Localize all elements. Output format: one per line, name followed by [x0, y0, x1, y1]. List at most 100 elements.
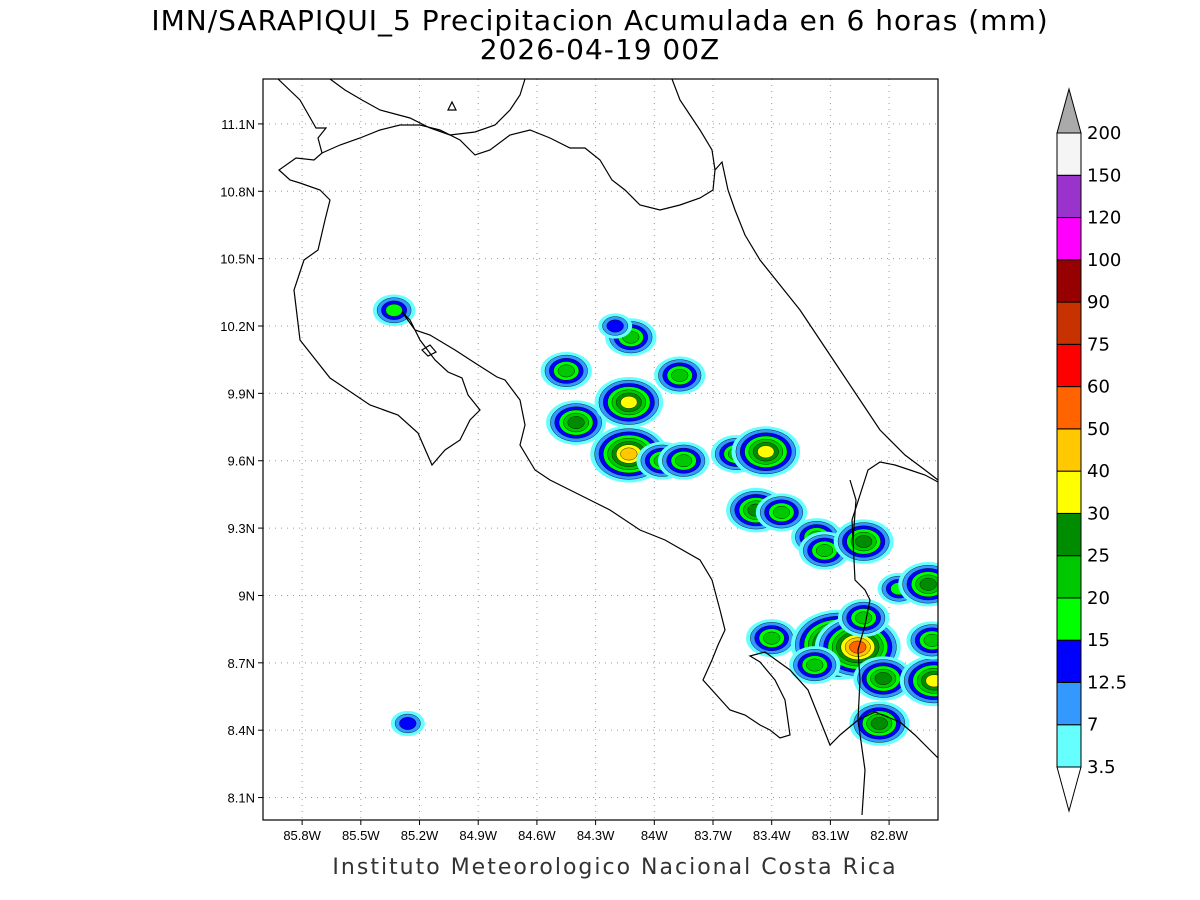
lon-tick-label: 85.5W — [342, 828, 380, 843]
lat-tick-label: 8.4N — [228, 723, 255, 738]
colorbar-swatch — [1056, 681, 1082, 726]
lon-tick-label: 84.6W — [518, 828, 556, 843]
colorbar-label: 150 — [1087, 165, 1121, 186]
precip-cell — [898, 562, 938, 607]
longitude-axis: 85.8W 85.5W 85.2W 84.9W 84.6W 84.3W 84W 83.7W 83… — [283, 820, 909, 843]
map-frame — [262, 78, 939, 821]
precip-contour — [772, 505, 791, 519]
precip-contour — [385, 303, 403, 317]
precip-contour — [919, 577, 937, 591]
colorbar-swatch — [1056, 343, 1082, 388]
colorbar-swatch — [1056, 386, 1082, 430]
precip-cell — [906, 621, 938, 660]
colorbar-swatch — [1056, 597, 1082, 641]
lat-tick-label: 10.2N — [220, 319, 255, 334]
precip-cell — [372, 294, 416, 327]
lat-tick-label: 9N — [238, 588, 255, 603]
precip-contour — [870, 717, 888, 730]
lat-tick-label: 9.3N — [228, 521, 255, 536]
colorbar-over-arrow — [1056, 87, 1082, 134]
colorbar-swatch — [1056, 639, 1082, 683]
colorbar-swatch — [1056, 724, 1082, 768]
colorbar-swatch — [1056, 470, 1082, 514]
precip-contour — [874, 672, 892, 685]
precip-cell — [899, 655, 938, 707]
precip-contour — [606, 319, 624, 333]
precip-cell — [598, 313, 633, 339]
lon-tick-label: 83.1W — [812, 828, 850, 843]
precip-contour — [855, 611, 873, 625]
precip-cell — [838, 598, 890, 637]
colorbar-label: 200 — [1087, 123, 1121, 144]
lat-tick-label: 10.8N — [220, 184, 255, 199]
colorbar-label: 40 — [1087, 461, 1110, 482]
precip-cell — [833, 519, 894, 564]
map-valid-time: 2026-04-19 00Z — [479, 33, 721, 66]
lon-tick-label: 85.2W — [401, 828, 439, 843]
precip-cell — [731, 426, 801, 478]
colorbar-label: 90 — [1087, 292, 1110, 313]
colorbar-swatch — [1056, 259, 1082, 303]
precip-cell — [853, 656, 914, 701]
lon-tick-label: 82.8W — [870, 828, 908, 843]
colorbar-label: 12.5 — [1087, 672, 1127, 693]
colorbar-swatch — [1056, 132, 1082, 176]
precip-cell — [746, 619, 798, 658]
precip-contour — [763, 631, 781, 645]
precip-contour — [806, 658, 824, 672]
lon-tick-label: 84.9W — [459, 828, 497, 843]
lat-tick-label: 9.9N — [228, 386, 255, 401]
colorbar-swatch — [1056, 301, 1082, 345]
colorbar-swatch — [1056, 217, 1082, 261]
colorbar-swatch — [1056, 512, 1082, 557]
precip-cell — [755, 493, 808, 532]
lat-tick-label: 9.6N — [228, 454, 255, 469]
precip-cell — [546, 400, 607, 445]
precip-contour — [757, 445, 775, 459]
precip-cell — [540, 351, 592, 390]
colorbar-swatch — [1056, 174, 1082, 219]
colorbar-label: 30 — [1087, 503, 1110, 524]
precip-contour — [671, 368, 689, 382]
precipitation-field — [372, 294, 938, 746]
colorbar-label: 120 — [1087, 208, 1121, 229]
colorbar-legend: 3.5 7 12.5 15 20 25 30 40 50 60 75 90 100 120 150 200 — [1056, 87, 1127, 813]
lon-tick-label: 85.8W — [283, 828, 321, 843]
precip-cell — [654, 356, 706, 395]
map-title: IMN/SARAPIQUI_5 Precipitacion Acumulada … — [151, 4, 1049, 37]
precip-contour — [855, 535, 873, 548]
coastline-borders — [277, 79, 938, 816]
precip-contour — [815, 544, 834, 557]
colorbar-label: 100 — [1087, 250, 1121, 271]
precip-contour — [620, 395, 638, 409]
lat-tick-label: 8.7N — [228, 656, 255, 671]
precip-contour — [675, 454, 693, 468]
precip-cell — [789, 646, 841, 685]
footer-credit: Instituto Meteorologico Nacional Costa R… — [332, 855, 898, 880]
precip-contour — [399, 717, 417, 730]
precip-contour — [620, 447, 638, 461]
lat-tick-label: 11.1N — [221, 117, 255, 132]
precip-contour — [923, 633, 938, 647]
colorbar-under-arrow — [1056, 766, 1082, 813]
precip-contour — [557, 364, 575, 378]
colorbar-label: 7 — [1087, 715, 1098, 736]
lon-tick-label: 84W — [641, 828, 668, 843]
colorbar-label: 3.5 — [1087, 757, 1116, 778]
lon-tick-label: 83.7W — [694, 828, 732, 843]
precip-cell — [594, 376, 664, 428]
lat-tick-label: 10.5N — [220, 252, 255, 267]
lon-tick-label: 83.4W — [753, 828, 791, 843]
colorbar-label: 75 — [1087, 334, 1110, 355]
latitude-axis: 11.1N 10.8N 10.5N 10.2N 9.9N 9.6N 9.3N 9N 8.7N 8.… — [220, 117, 263, 806]
colorbar-label: 25 — [1087, 546, 1110, 567]
precip-cell — [390, 710, 425, 737]
lat-tick-label: 8.1N — [228, 791, 255, 806]
colorbar-label: 15 — [1087, 630, 1110, 651]
precip-contour — [925, 674, 938, 688]
precip-cell — [658, 441, 710, 480]
colorbar-label: 60 — [1087, 377, 1110, 398]
colorbar-swatch — [1056, 428, 1082, 472]
lon-tick-label: 84.3W — [577, 828, 615, 843]
